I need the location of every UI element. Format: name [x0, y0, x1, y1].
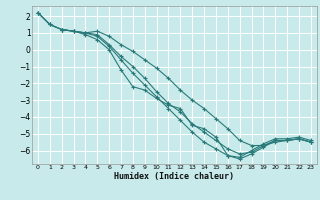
X-axis label: Humidex (Indice chaleur): Humidex (Indice chaleur): [115, 172, 234, 181]
